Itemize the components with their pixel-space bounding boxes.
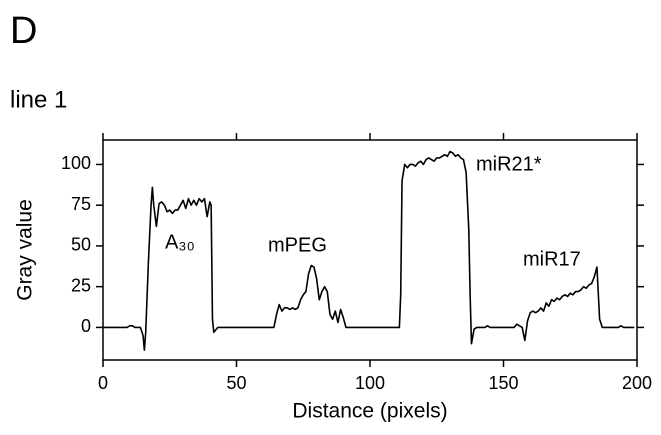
- x-tick-label: 100: [355, 373, 385, 393]
- x-tick-label: 50: [226, 373, 246, 393]
- data-line: [103, 150, 635, 352]
- y-tick-label: 25: [71, 275, 91, 295]
- annotation: miR17: [523, 248, 581, 270]
- x-tick-label: 200: [622, 373, 652, 393]
- x-tick-label: 0: [98, 373, 108, 393]
- x-tick-label: 150: [488, 373, 518, 393]
- panel-label: D: [10, 10, 37, 52]
- y-tick-label: 50: [71, 235, 91, 255]
- y-axis-label: Gray value: [14, 199, 37, 301]
- y-tick-label: 100: [61, 153, 91, 173]
- x-axis-label: Distance (pixels): [292, 400, 447, 423]
- y-tick-label: 0: [81, 316, 91, 336]
- annotation: A₃₀: [165, 231, 195, 253]
- annotation: miR21*: [476, 153, 542, 175]
- annotation: mPEG: [268, 234, 327, 256]
- y-tick-label: 75: [71, 194, 91, 214]
- chart-title: line 1: [10, 86, 67, 113]
